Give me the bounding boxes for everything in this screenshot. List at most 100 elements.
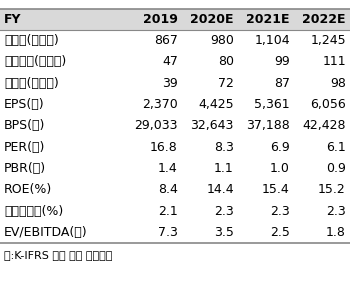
Text: 6,056: 6,056 bbox=[310, 98, 346, 111]
Bar bbox=[294, 73, 350, 94]
Text: EPS(원): EPS(원) bbox=[4, 98, 45, 111]
Text: 2020E: 2020E bbox=[190, 13, 234, 26]
Text: EV/EBITDA(배): EV/EBITDA(배) bbox=[4, 226, 88, 239]
Text: 4,425: 4,425 bbox=[198, 98, 234, 111]
Text: 16.8: 16.8 bbox=[150, 141, 178, 154]
Text: 8.4: 8.4 bbox=[158, 183, 178, 196]
Bar bbox=[182, 200, 238, 222]
Bar bbox=[0, 137, 126, 158]
Text: 6.1: 6.1 bbox=[326, 141, 346, 154]
Bar bbox=[294, 200, 350, 222]
Bar bbox=[294, 9, 350, 30]
Text: 14.4: 14.4 bbox=[206, 183, 234, 196]
Bar bbox=[126, 115, 182, 137]
Text: 37,188: 37,188 bbox=[246, 119, 290, 132]
Bar bbox=[0, 222, 126, 243]
Bar bbox=[182, 94, 238, 115]
Text: PER(배): PER(배) bbox=[4, 141, 46, 154]
Text: 29,033: 29,033 bbox=[134, 119, 178, 132]
Bar bbox=[238, 179, 294, 200]
Text: PBR(배): PBR(배) bbox=[4, 162, 46, 175]
Text: 1.0: 1.0 bbox=[270, 162, 290, 175]
Bar bbox=[126, 51, 182, 73]
Text: 2019: 2019 bbox=[143, 13, 178, 26]
Text: 2,370: 2,370 bbox=[142, 98, 178, 111]
Bar bbox=[182, 158, 238, 179]
Bar bbox=[0, 73, 126, 94]
Bar bbox=[238, 51, 294, 73]
Text: 8.3: 8.3 bbox=[214, 141, 234, 154]
Text: 5,361: 5,361 bbox=[254, 98, 290, 111]
Text: 매출액(십억원): 매출액(십억원) bbox=[4, 34, 59, 47]
Text: 2.5: 2.5 bbox=[270, 226, 290, 239]
Text: 주:K-IFRS 연결 요약 재무제표: 주:K-IFRS 연결 요약 재무제표 bbox=[4, 250, 112, 260]
Text: 배당수익률(%): 배당수익률(%) bbox=[4, 204, 63, 218]
Bar bbox=[294, 94, 350, 115]
Bar bbox=[126, 179, 182, 200]
Text: 1.8: 1.8 bbox=[326, 226, 346, 239]
Text: 15.2: 15.2 bbox=[318, 183, 346, 196]
Bar bbox=[126, 30, 182, 51]
Text: 순이익(십억원): 순이익(십억원) bbox=[4, 77, 59, 90]
Text: 1,104: 1,104 bbox=[254, 34, 290, 47]
Bar bbox=[238, 9, 294, 30]
Text: 2.3: 2.3 bbox=[326, 204, 346, 218]
Bar bbox=[0, 30, 126, 51]
Bar bbox=[294, 222, 350, 243]
Text: 7.3: 7.3 bbox=[158, 226, 178, 239]
Bar bbox=[126, 9, 182, 30]
Bar bbox=[238, 73, 294, 94]
Text: 2.3: 2.3 bbox=[270, 204, 290, 218]
Text: 1.1: 1.1 bbox=[214, 162, 234, 175]
Bar bbox=[126, 158, 182, 179]
Text: 2.1: 2.1 bbox=[158, 204, 178, 218]
Text: 0.9: 0.9 bbox=[326, 162, 346, 175]
Text: 47: 47 bbox=[162, 55, 178, 69]
Bar bbox=[238, 94, 294, 115]
Bar bbox=[238, 222, 294, 243]
Text: 2022E: 2022E bbox=[302, 13, 346, 26]
Text: 42,428: 42,428 bbox=[302, 119, 346, 132]
Bar bbox=[126, 222, 182, 243]
Text: 980: 980 bbox=[210, 34, 234, 47]
Text: 32,643: 32,643 bbox=[190, 119, 234, 132]
Bar bbox=[294, 30, 350, 51]
Bar bbox=[126, 200, 182, 222]
Bar bbox=[0, 94, 126, 115]
Bar bbox=[182, 30, 238, 51]
Bar bbox=[182, 115, 238, 137]
Text: 2021E: 2021E bbox=[246, 13, 290, 26]
Text: 98: 98 bbox=[330, 77, 346, 90]
Bar bbox=[0, 158, 126, 179]
Bar bbox=[238, 30, 294, 51]
Bar bbox=[126, 73, 182, 94]
Bar bbox=[182, 137, 238, 158]
Text: 80: 80 bbox=[218, 55, 234, 69]
Text: 39: 39 bbox=[162, 77, 178, 90]
Text: 1,245: 1,245 bbox=[310, 34, 346, 47]
Text: BPS(원): BPS(원) bbox=[4, 119, 46, 132]
Bar bbox=[0, 51, 126, 73]
Bar bbox=[182, 9, 238, 30]
Bar bbox=[294, 115, 350, 137]
Bar bbox=[126, 94, 182, 115]
Bar bbox=[294, 158, 350, 179]
Bar bbox=[238, 115, 294, 137]
Bar bbox=[0, 200, 126, 222]
Bar bbox=[294, 137, 350, 158]
Text: 2.3: 2.3 bbox=[214, 204, 234, 218]
Bar bbox=[238, 158, 294, 179]
Bar bbox=[294, 51, 350, 73]
Bar bbox=[182, 51, 238, 73]
Text: 87: 87 bbox=[274, 77, 290, 90]
Bar bbox=[182, 222, 238, 243]
Text: ROE(%): ROE(%) bbox=[4, 183, 52, 196]
Bar bbox=[0, 9, 126, 30]
Bar bbox=[126, 137, 182, 158]
Bar bbox=[0, 179, 126, 200]
Text: 15.4: 15.4 bbox=[262, 183, 290, 196]
Text: 867: 867 bbox=[154, 34, 178, 47]
Bar bbox=[238, 137, 294, 158]
Text: 영업이익(십억원): 영업이익(십억원) bbox=[4, 55, 66, 69]
Text: 99: 99 bbox=[274, 55, 290, 69]
